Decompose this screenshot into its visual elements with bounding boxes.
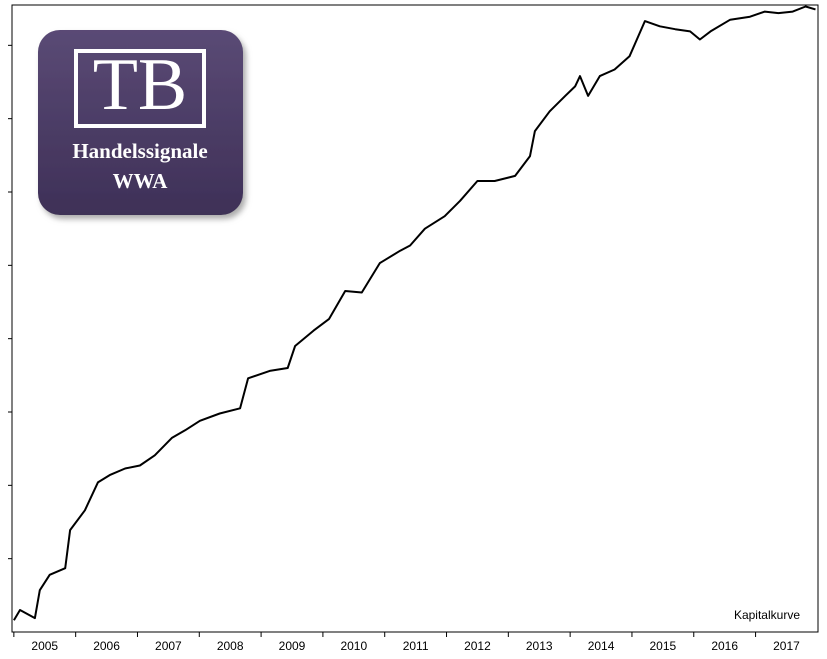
x-tick-label: 2014 — [588, 639, 615, 653]
equity-line — [13, 5, 816, 621]
x-tick-label: 2006 — [93, 639, 120, 653]
logo: TB Handelssignale WWA — [38, 30, 243, 215]
x-tick-label: 2017 — [773, 639, 800, 653]
x-tick-label: 2008 — [217, 639, 244, 653]
logo-line: Handelssignale — [72, 139, 207, 163]
logo-background — [38, 30, 243, 215]
x-tick-label: 2007 — [155, 639, 182, 653]
x-tick-label: 2011 — [403, 639, 429, 653]
x-tick-label: 2009 — [279, 639, 306, 653]
x-tick-label: 2016 — [711, 639, 738, 653]
logo-title: TB — [93, 44, 188, 126]
x-tick-label: 2013 — [526, 639, 553, 653]
x-tick-label: 2005 — [31, 639, 58, 653]
annotation: Kapitalkurve — [734, 608, 800, 622]
logo-line: WWA — [113, 169, 169, 193]
x-tick-label: 2012 — [464, 639, 491, 653]
x-tick-label: 2015 — [650, 639, 677, 653]
logo-box — [74, 49, 206, 128]
x-tick-label: 2010 — [340, 639, 367, 653]
